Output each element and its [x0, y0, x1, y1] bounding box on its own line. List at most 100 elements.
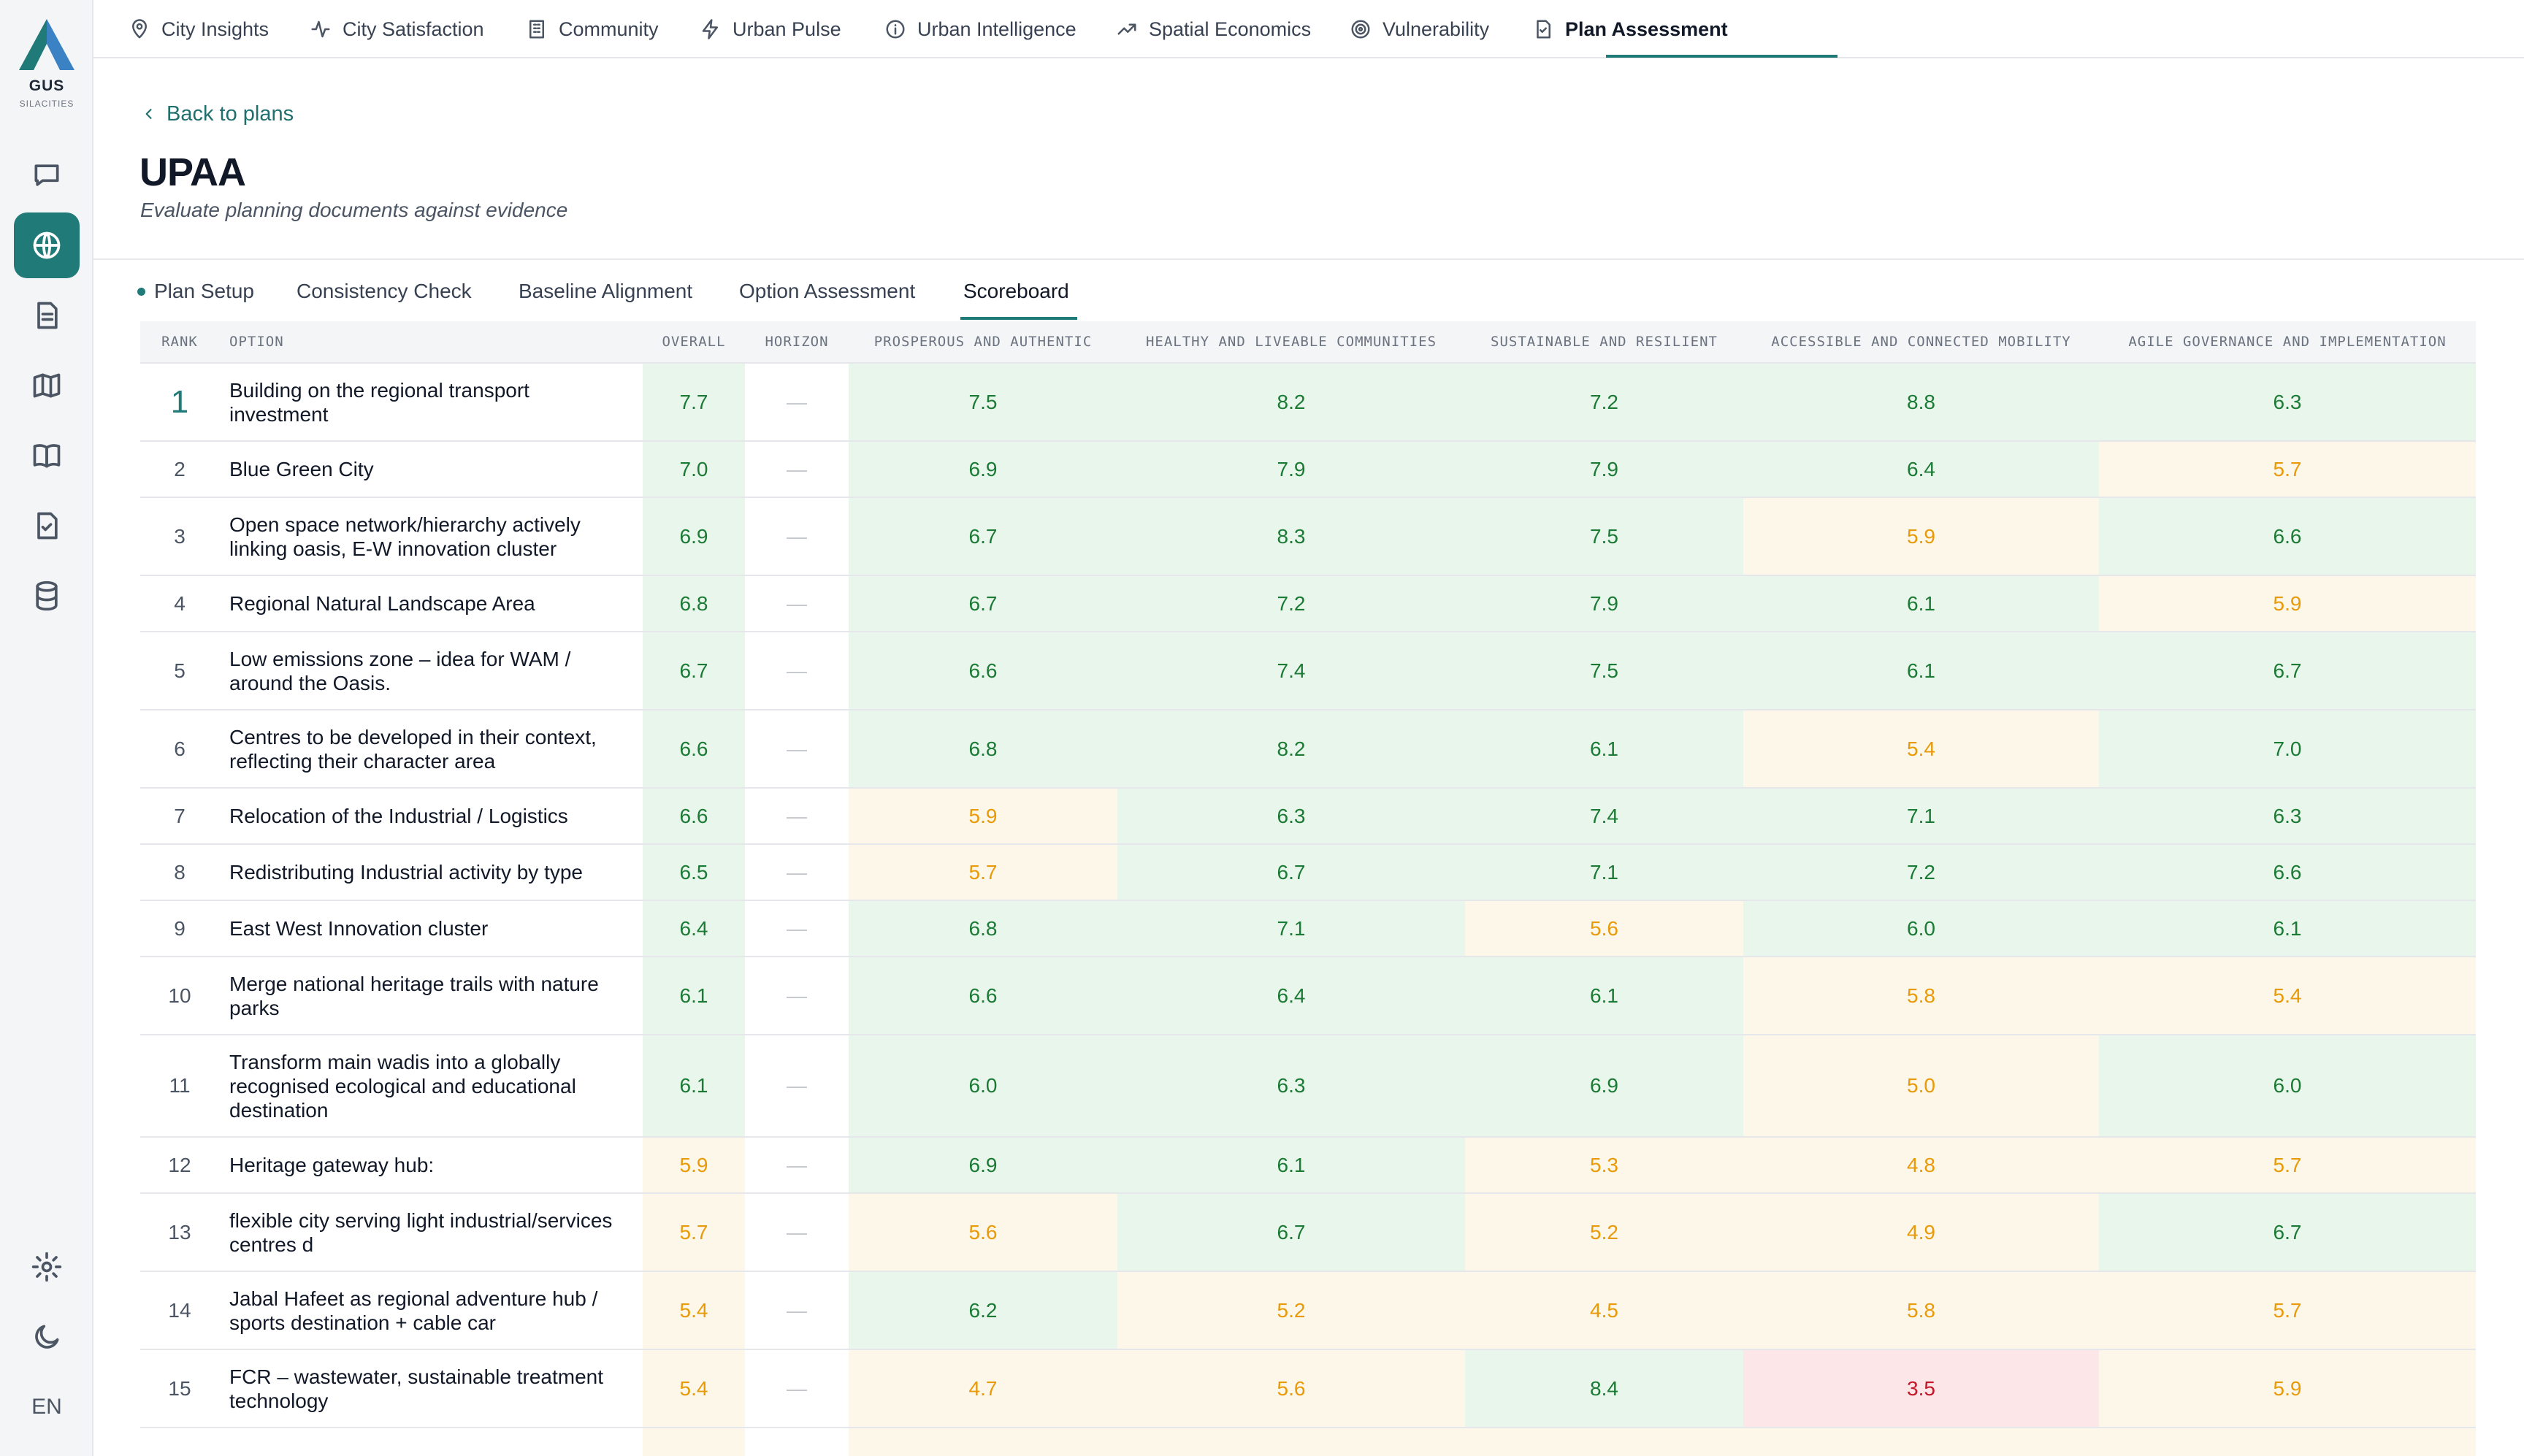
- document-icon: [37, 302, 58, 329]
- sustainable-score-cell: 7.2: [1465, 363, 1743, 442]
- file-check-icon: [1537, 20, 1550, 39]
- table-row[interactable]: 4 Regional Natural Landscape Area 6.8—6.7 7…: [140, 575, 2476, 632]
- tab-option-assessment[interactable]: Option Assessment: [739, 273, 915, 310]
- tab-scoreboard[interactable]: Scoreboard: [963, 273, 1069, 310]
- table-row[interactable]: 9 East West Innovation cluster 6.4—6.8 7.1 5…: [140, 900, 2476, 957]
- column-header-healthy[interactable]: HEALTHY AND LIVEABLE COMMUNITIES: [1117, 321, 1465, 364]
- table-row[interactable]: 14 Jabal Hafeet as regional adventure hub…: [140, 1271, 2476, 1350]
- overall-score-cell: 6.6: [643, 710, 745, 789]
- nav-vulnerability[interactable]: Vulnerability: [1350, 0, 1489, 58]
- tab-label: Scoreboard: [963, 280, 1069, 302]
- column-header-overall[interactable]: OVERALL: [643, 321, 745, 364]
- prosperous-score-cell: 6.6: [849, 632, 1117, 710]
- back-label: Back to plans: [167, 101, 294, 126]
- agile-score-cell: 6.6: [2099, 497, 2476, 576]
- table-row[interactable]: 11 Transform main wadis into a globally r…: [140, 1035, 2476, 1138]
- accessible-score-cell: 5.0: [1743, 1035, 2099, 1138]
- horizon-cell: —: [745, 632, 849, 710]
- tab-baseline-alignment[interactable]: Baseline Alignment: [519, 273, 692, 310]
- table-row[interactable]: 7 Relocation of the Industrial / Logistic…: [140, 788, 2476, 845]
- accessible-score-cell: 8.8: [1743, 363, 2099, 442]
- prosperous-score-cell: 6.7: [849, 575, 1117, 632]
- table-row[interactable]: 13 flexible city serving light industrial…: [140, 1193, 2476, 1272]
- tab-plan-setup[interactable]: Plan Setup: [137, 273, 254, 310]
- overall-score-cell: 6.4: [643, 900, 745, 957]
- column-header-option[interactable]: OPTION: [219, 321, 643, 364]
- book-icon: [33, 444, 61, 468]
- accessible-score-cell: 6.1: [1743, 575, 2099, 632]
- building-icon: [529, 20, 544, 39]
- column-header-accessible[interactable]: ACCESSIBLE AND CONNECTED MOBILITY: [1743, 321, 2099, 364]
- rail-chat-button[interactable]: [14, 142, 80, 208]
- sustainable-score-cell: 5.2: [1465, 1193, 1743, 1272]
- rail-map-button[interactable]: [14, 353, 80, 418]
- column-header-rank[interactable]: RANK: [140, 321, 219, 364]
- rank-cell: 11: [140, 1035, 219, 1138]
- accessible-score-cell: 6.1: [1743, 632, 2099, 710]
- column-header-sustainable[interactable]: SUSTAINABLE AND RESILIENT: [1465, 321, 1743, 364]
- table-row[interactable]: 3 Open space network/hierarchy actively l…: [140, 497, 2476, 576]
- accessible-score-cell: 4.8: [1743, 1137, 2099, 1194]
- nav-community[interactable]: Community: [526, 0, 659, 58]
- option-cell: Heritage gateway hub:: [219, 1137, 643, 1194]
- healthy-score-cell: 6.4: [1117, 957, 1465, 1035]
- rail-checklist-button[interactable]: [14, 493, 80, 559]
- language-toggle[interactable]: EN: [31, 1395, 62, 1419]
- table-row-partial[interactable]: [140, 1428, 2476, 1456]
- rank-cell: 3: [140, 497, 219, 576]
- table-row[interactable]: 1 Building on the regional transport inve…: [140, 363, 2476, 442]
- healthy-score-cell: 7.9: [1117, 441, 1465, 498]
- rank-cell: 2: [140, 441, 219, 498]
- horizon-cell: —: [745, 1271, 849, 1350]
- tab-consistency-check[interactable]: Consistency Check: [297, 273, 472, 310]
- accessible-score-cell: 5.8: [1743, 1271, 2099, 1350]
- table-row[interactable]: 15 FCR – wastewater, sustainable treatmen…: [140, 1349, 2476, 1428]
- table-row[interactable]: 6 Centres to be developed in their contex…: [140, 710, 2476, 789]
- rail-database-button[interactable]: [14, 563, 80, 629]
- table-row[interactable]: 5 Low emissions zone – idea for WAM / aro…: [140, 632, 2476, 710]
- healthy-score-cell: 6.7: [1117, 1193, 1465, 1272]
- rail-globe-button[interactable]: [14, 212, 80, 278]
- overall-score-cell: 6.7: [643, 632, 745, 710]
- nav-urban-pulse[interactable]: Urban Pulse: [700, 0, 841, 58]
- overall-score-cell: 6.1: [643, 1035, 745, 1138]
- partial-cell: [1743, 1428, 2099, 1456]
- nav-label: Spatial Economics: [1149, 18, 1312, 40]
- option-cell: Redistributing Industrial activity by ty…: [219, 844, 643, 901]
- scoreboard-body: 1 Building on the regional transport inve…: [140, 363, 2476, 1456]
- option-cell: flexible city serving light industrial/s…: [219, 1193, 643, 1272]
- nav-city-satisfaction[interactable]: City Satisfaction: [310, 0, 484, 58]
- back-to-plans-link[interactable]: Back to plans: [142, 101, 294, 127]
- column-header-prosperous[interactable]: PROSPEROUS AND AUTHENTIC: [849, 321, 1117, 364]
- table-row[interactable]: 10 Merge national heritage trails with na…: [140, 957, 2476, 1035]
- rail-settings-button[interactable]: [14, 1234, 80, 1300]
- nav-urban-intelligence[interactable]: Urban Intelligence: [884, 0, 1076, 58]
- table-row[interactable]: 12 Heritage gateway hub: 5.9—6.9 6.1 5.3 4.8 5…: [140, 1137, 2476, 1194]
- column-header-horizon[interactable]: HORIZON: [745, 321, 849, 364]
- rank-cell: 6: [140, 710, 219, 789]
- nav-city-insights[interactable]: City Insights: [129, 0, 269, 58]
- tab-active-indicator: [960, 317, 1077, 320]
- brand-logo[interactable]: GUS SILACITIES: [0, 19, 93, 109]
- column-header-agile[interactable]: AGILE GOVERNANCE AND IMPLEMENTATION: [2099, 321, 2476, 364]
- sustainable-score-cell: 5.6: [1465, 900, 1743, 957]
- healthy-score-cell: 6.3: [1117, 1035, 1465, 1138]
- table-row[interactable]: 8 Redistributing Industrial activity by t…: [140, 844, 2476, 901]
- prosperous-score-cell: 5.6: [849, 1193, 1117, 1272]
- table-row[interactable]: 2 Blue Green City 7.0—6.9 7.9 7.9 6.4 5.7: [140, 441, 2476, 498]
- healthy-score-cell: 5.2: [1117, 1271, 1465, 1350]
- healthy-score-cell: 8.2: [1117, 363, 1465, 442]
- horizon-cell: —: [745, 1349, 849, 1428]
- option-cell: Relocation of the Industrial / Logistics: [219, 788, 643, 845]
- accessible-score-cell: 6.0: [1743, 900, 2099, 957]
- nav-plan-assessment[interactable]: Plan Assessment: [1532, 0, 1728, 58]
- option-cell: Open space network/hierarchy actively li…: [219, 497, 643, 576]
- nav-spatial-economics[interactable]: Spatial Economics: [1116, 0, 1311, 58]
- sustainable-score-cell: 7.9: [1465, 575, 1743, 632]
- page-subtitle: Evaluate planning documents against evid…: [140, 199, 568, 221]
- rail-document-button[interactable]: [14, 283, 80, 348]
- agile-score-cell: 6.7: [2099, 1193, 2476, 1272]
- rail-book-button[interactable]: [14, 423, 80, 488]
- prosperous-score-cell: 6.9: [849, 1137, 1117, 1194]
- rail-theme-button[interactable]: [14, 1304, 80, 1370]
